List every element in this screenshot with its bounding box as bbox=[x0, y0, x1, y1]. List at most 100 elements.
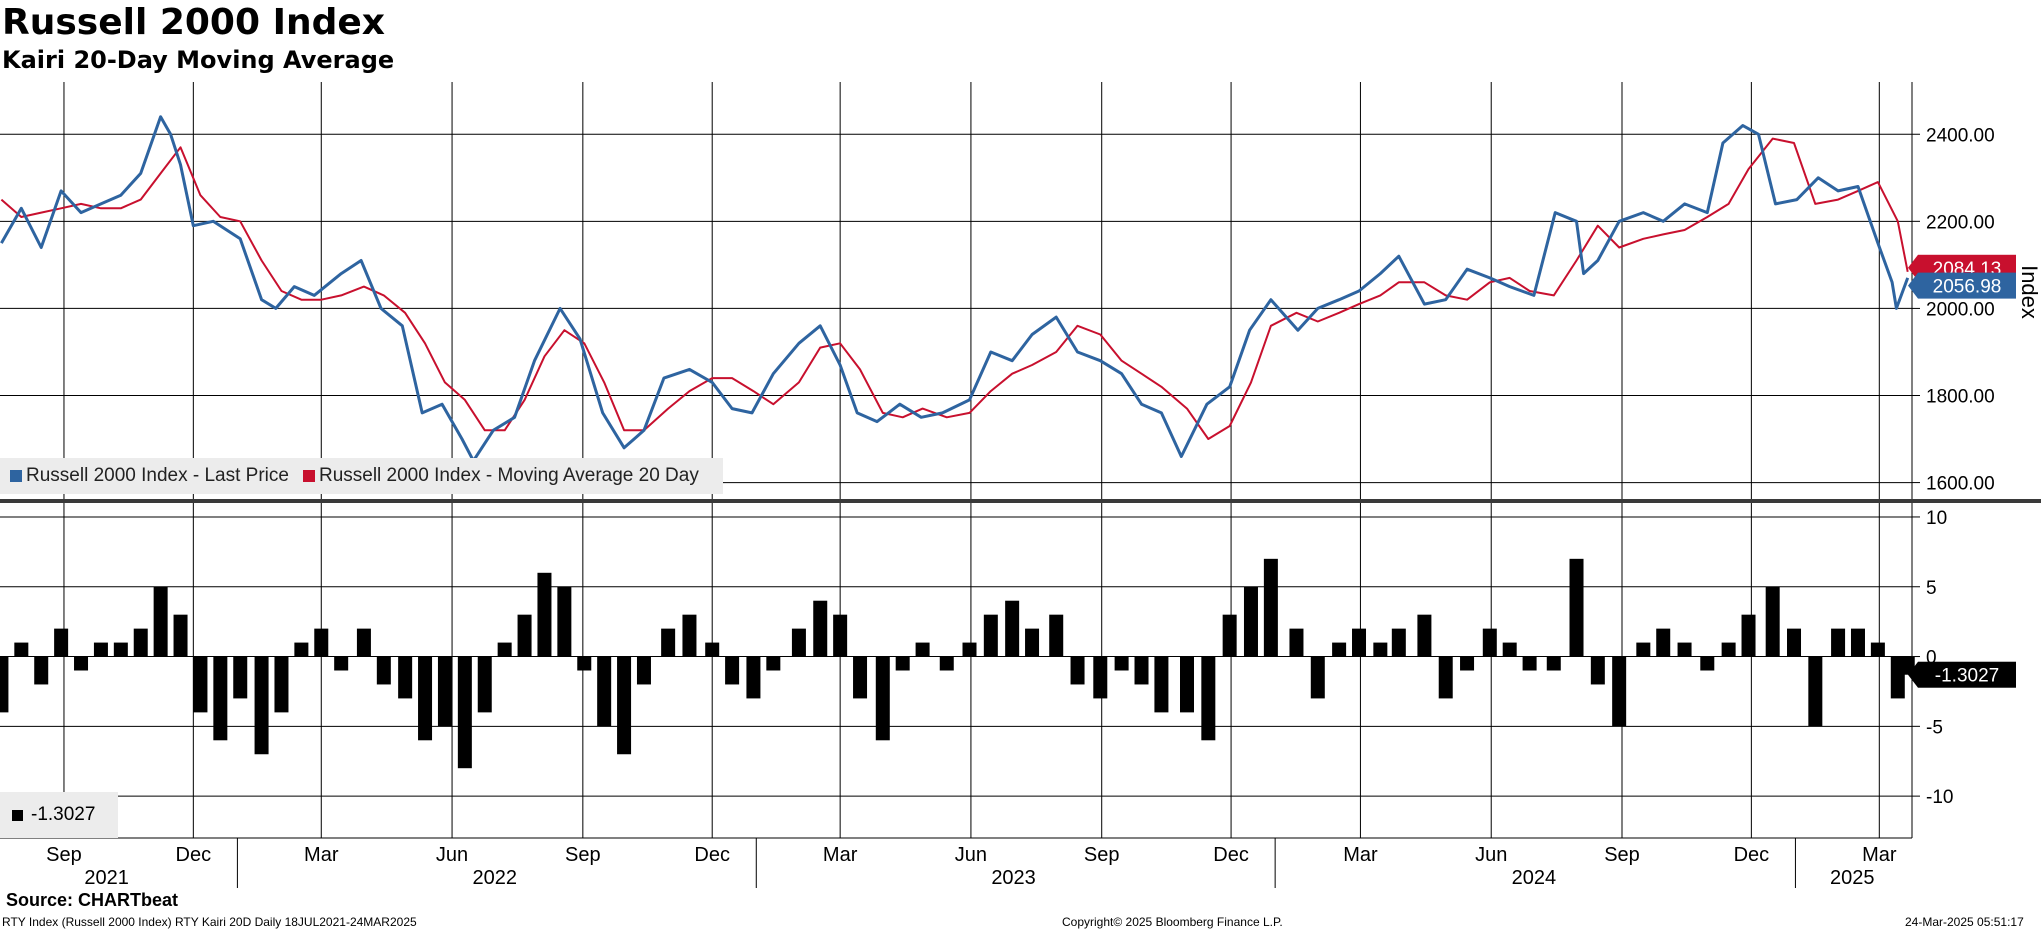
kairi-last-value-badge: -1.3027 bbox=[1908, 661, 2016, 688]
kairi-bar bbox=[1700, 656, 1715, 671]
month-tick-label: Sep bbox=[46, 844, 82, 866]
kairi-bar bbox=[725, 656, 740, 685]
legend-swatch-kairi bbox=[12, 809, 23, 821]
kairi-bar bbox=[477, 656, 492, 713]
kairi-bar bbox=[133, 628, 148, 657]
kairi-bar bbox=[1070, 656, 1085, 685]
kairi-bar bbox=[34, 656, 49, 685]
kairi-bar bbox=[617, 656, 632, 755]
kairi-bar bbox=[557, 586, 572, 657]
kairi-bar bbox=[1134, 656, 1149, 685]
month-tick-label: Jun bbox=[955, 844, 987, 866]
kairi-bar bbox=[1201, 656, 1216, 741]
price-tick-label: 1600.00 bbox=[1926, 474, 1995, 495]
price-last-value-badge: 2056.98 bbox=[1908, 272, 2016, 299]
kairi-bar bbox=[254, 656, 269, 755]
month-tick-label: Mar bbox=[304, 844, 339, 866]
kairi-bar bbox=[213, 656, 228, 741]
kairi-bar bbox=[193, 656, 208, 713]
chart-title: Russell 2000 Index bbox=[2, 2, 385, 43]
kairi-bar bbox=[437, 656, 452, 727]
kairi-bar bbox=[1808, 656, 1823, 727]
month-tick-label: Sep bbox=[1604, 844, 1640, 866]
kairi-bar bbox=[457, 656, 472, 769]
year-tick-label: 2022 bbox=[472, 867, 517, 889]
kairi-bar bbox=[93, 642, 108, 657]
kairi-bar bbox=[1482, 628, 1497, 657]
month-tick-label: Dec bbox=[1734, 844, 1770, 866]
month-tick-label: Dec bbox=[1213, 844, 1249, 866]
kairi-bar bbox=[1900, 656, 1915, 675]
kairi-bar bbox=[1417, 614, 1432, 657]
month-tick-label: Mar bbox=[1862, 844, 1897, 866]
kairi-bar bbox=[113, 642, 128, 657]
bottom-legend[interactable]: -1.3027 bbox=[0, 792, 118, 838]
kairi-bar bbox=[813, 600, 828, 657]
kairi-bar bbox=[1741, 614, 1756, 657]
kairi-tick-label: 0 bbox=[1926, 648, 1937, 669]
legend-label-ma: Russell 2000 Index - Moving Average 20 D… bbox=[318, 465, 699, 486]
year-tick-label: 2023 bbox=[991, 867, 1036, 889]
legend-item-price[interactable]: Russell 2000 Index - Last Price bbox=[10, 465, 289, 487]
price-tick-label: 2200.00 bbox=[1926, 212, 1995, 233]
kairi-bar bbox=[356, 628, 371, 657]
kairi-bar bbox=[853, 656, 868, 699]
kairi-bar bbox=[376, 656, 391, 685]
kairi-bar bbox=[274, 656, 289, 713]
month-tick-label: Jun bbox=[436, 844, 468, 866]
kairi-bar bbox=[1025, 628, 1040, 657]
kairi-bar bbox=[1289, 628, 1304, 657]
kairi-bar bbox=[1612, 656, 1627, 727]
month-tick-label: Mar bbox=[823, 844, 858, 866]
kairi-bar bbox=[1850, 628, 1865, 657]
kairi-bar bbox=[1546, 656, 1561, 671]
kairi-bar bbox=[173, 614, 188, 657]
series-line-last-price bbox=[0, 115, 1910, 463]
kairi-bar bbox=[661, 628, 676, 657]
price-tick-label: 2400.00 bbox=[1926, 125, 1995, 146]
year-tick-label: 2021 bbox=[84, 867, 129, 889]
kairi-bar bbox=[1391, 628, 1406, 657]
kairi-bar bbox=[636, 656, 651, 685]
kairi-bar bbox=[682, 614, 697, 657]
kairi-last-value-badge-box bbox=[1918, 661, 2016, 688]
kairi-bar bbox=[791, 628, 806, 657]
price-axis-label: Index bbox=[2017, 265, 2041, 319]
kairi-bar bbox=[1222, 614, 1237, 657]
kairi-bar bbox=[1332, 642, 1347, 657]
source-note: Source: CHARTbeat bbox=[6, 890, 179, 910]
price-last-value-badge-arrow bbox=[1908, 272, 1918, 299]
kairi-bar bbox=[153, 586, 168, 657]
price-tick-label: 2000.00 bbox=[1926, 299, 1995, 320]
footer-center: Copyright© 2025 Bloomberg Finance L.P. bbox=[1062, 915, 1283, 929]
kairi-bar bbox=[597, 656, 612, 727]
kairi-bar bbox=[1831, 628, 1846, 657]
month-tick-label: Jun bbox=[1475, 844, 1507, 866]
kairi-bar bbox=[334, 656, 349, 671]
year-tick-label: 2024 bbox=[1512, 867, 1557, 889]
kairi-bar bbox=[1352, 628, 1367, 657]
kairi-bar bbox=[74, 656, 89, 671]
kairi-bar bbox=[1005, 600, 1020, 657]
kairi-bar bbox=[983, 614, 998, 657]
kairi-bar bbox=[1721, 642, 1736, 657]
footer-right: 24-Mar-2025 05:51:17 bbox=[1905, 915, 2024, 929]
kairi-bar bbox=[939, 656, 954, 671]
legend-swatch-ma bbox=[302, 470, 315, 482]
year-tick-label: 2025 bbox=[1830, 867, 1875, 889]
legend-item-ma[interactable]: Russell 2000 Index - Moving Average 20 D… bbox=[302, 465, 699, 487]
kairi-bar bbox=[1373, 642, 1388, 657]
kairi-bar bbox=[705, 642, 720, 657]
kairi-bar bbox=[14, 642, 29, 657]
kairi-last-value-badge-arrow bbox=[1908, 661, 1918, 688]
kairi-bar bbox=[895, 656, 910, 671]
month-tick-label: Mar bbox=[1343, 844, 1378, 866]
month-tick-label: Sep bbox=[1084, 844, 1120, 866]
kairi-bar bbox=[537, 572, 552, 657]
kairi-bar bbox=[1310, 656, 1325, 699]
kairi-bar bbox=[1765, 586, 1780, 657]
kairi-bar bbox=[0, 656, 9, 713]
kairi-tick-label: 10 bbox=[1926, 508, 1947, 529]
kairi-bar bbox=[418, 656, 433, 741]
kairi-bar bbox=[1460, 656, 1475, 671]
